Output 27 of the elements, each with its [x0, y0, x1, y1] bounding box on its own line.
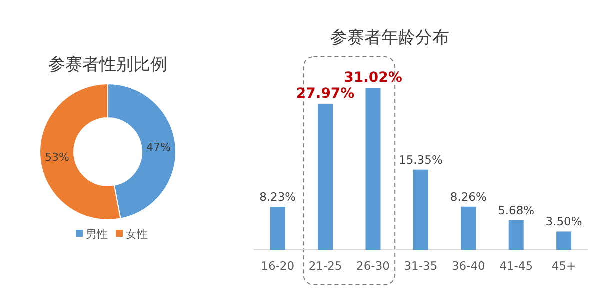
bar	[461, 206, 476, 250]
x-tick-label: 36-40	[452, 259, 486, 273]
data-label: 53%	[45, 150, 70, 164]
x-tick-label: 45+	[552, 259, 576, 273]
data-label: 31.02%	[344, 70, 402, 86]
data-label: 8.26%	[450, 190, 487, 204]
chart-title: 参赛者年龄分布	[330, 28, 450, 48]
x-tick-label: 31-35	[404, 259, 438, 273]
x-tick-label: 16-20	[261, 259, 295, 273]
data-label: 47%	[146, 141, 171, 154]
x-tick-label: 26-30	[356, 259, 390, 273]
bar	[366, 88, 381, 250]
legend-label: 男性	[86, 228, 108, 241]
data-label: 3.50%	[546, 214, 582, 229]
x-tick-label: 21-25	[308, 259, 342, 273]
legend-label: 女性	[126, 228, 148, 241]
data-label: 8.23%	[260, 190, 296, 204]
x-tick-label: 41-45	[500, 259, 534, 273]
bar	[508, 220, 524, 250]
data-label: 15.35%	[399, 152, 443, 167]
bar	[413, 170, 428, 250]
chart-title: 参赛者性别比例	[48, 55, 168, 75]
data-label: 27.97%	[296, 86, 355, 102]
bar	[556, 232, 572, 250]
data-label: 5.68%	[498, 203, 535, 218]
bar	[270, 207, 286, 250]
bar	[318, 104, 334, 250]
